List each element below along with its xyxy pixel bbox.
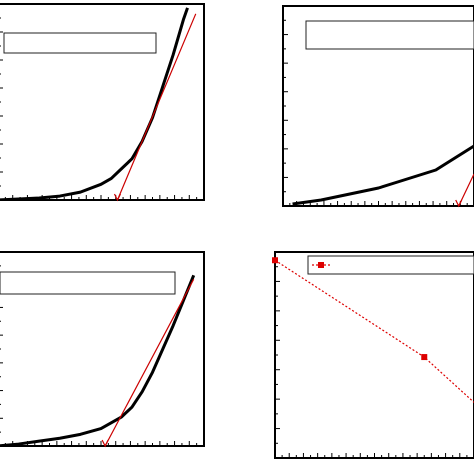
tangent-fit-line <box>116 13 197 200</box>
tangent-arrowhead <box>113 193 122 202</box>
data-point-marker <box>272 257 278 264</box>
plot-frame <box>274 251 474 459</box>
tangent-arrowhead <box>101 439 109 448</box>
chart-panel-bottom-right <box>272 251 474 459</box>
legend-box <box>305 20 474 50</box>
data-curve <box>0 7 189 200</box>
chart-panel-top-right <box>282 5 474 208</box>
chart-panel-top-left <box>0 3 205 202</box>
tangent-fit-line <box>104 278 195 446</box>
legend-sample-marker <box>318 262 324 268</box>
legend-box <box>307 255 474 275</box>
tangent-arrowhead <box>455 199 463 208</box>
legend-box <box>3 32 157 54</box>
chart-panel-bottom-left <box>0 251 205 448</box>
data-curve <box>0 274 196 446</box>
data-point-marker <box>421 354 428 361</box>
data-curve <box>292 144 474 206</box>
dotted-series-line <box>275 259 474 403</box>
legend-box <box>0 271 176 295</box>
